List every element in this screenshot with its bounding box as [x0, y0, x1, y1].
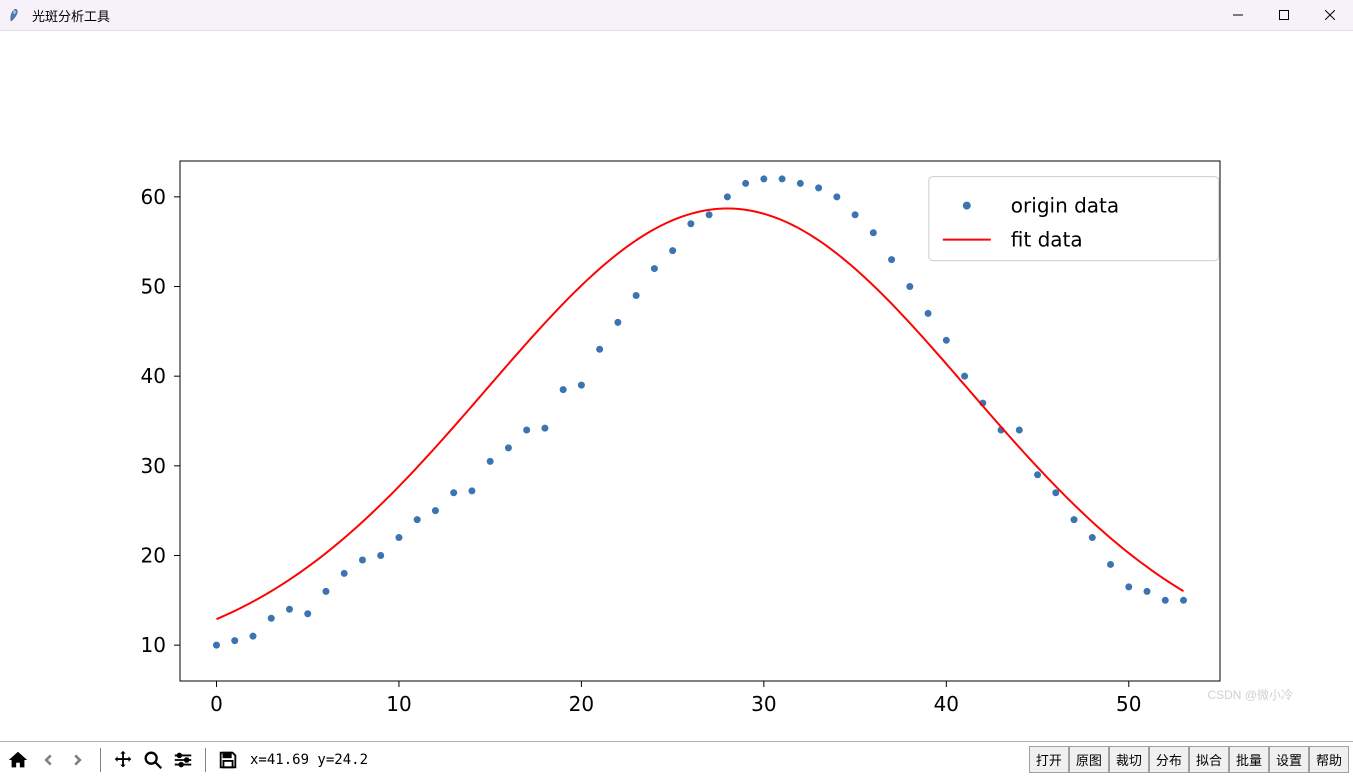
nav-toolbar: x=41.69 y=24.2	[4, 746, 368, 774]
svg-text:40: 40	[141, 364, 166, 388]
svg-text:0: 0	[210, 692, 223, 716]
svg-text:10: 10	[141, 633, 166, 657]
action-button-帮助[interactable]: 帮助	[1309, 746, 1349, 773]
action-button-批量[interactable]: 批量	[1229, 746, 1269, 773]
coordinate-display: x=41.69 y=24.2	[250, 752, 368, 768]
action-button-拟合[interactable]: 拟合	[1189, 746, 1229, 773]
svg-text:origin data: origin data	[1011, 194, 1119, 218]
maximize-button[interactable]	[1261, 0, 1307, 30]
action-toolbar: 打开原图裁切分布拟合批量设置帮助	[1029, 746, 1349, 773]
svg-text:40: 40	[934, 692, 959, 716]
separator	[205, 748, 206, 772]
window-controls	[1215, 0, 1353, 30]
bottom-toolbar: x=41.69 y=24.2 打开原图裁切分布拟合批量设置帮助	[0, 741, 1353, 777]
titlebar: 光斑分析工具	[0, 0, 1353, 31]
svg-text:30: 30	[751, 692, 776, 716]
window-title: 光斑分析工具	[32, 6, 110, 25]
svg-text:20: 20	[141, 543, 166, 567]
action-button-打开[interactable]: 打开	[1029, 746, 1069, 773]
app-icon	[8, 7, 24, 23]
action-button-设置[interactable]: 设置	[1269, 746, 1309, 773]
forward-icon[interactable]	[64, 746, 92, 774]
minimize-button[interactable]	[1215, 0, 1261, 30]
chart-area[interactable]: 0 10 20 30 40 50 10 20 30 40 50 60 origin data fit da…	[0, 31, 1353, 741]
zoom-icon[interactable]	[139, 746, 167, 774]
svg-text:fit data: fit data	[1011, 228, 1083, 252]
svg-text:50: 50	[1116, 692, 1141, 716]
action-button-裁切[interactable]: 裁切	[1109, 746, 1149, 773]
action-button-原图[interactable]: 原图	[1069, 746, 1109, 773]
configure-icon[interactable]	[169, 746, 197, 774]
svg-text:20: 20	[569, 692, 594, 716]
svg-text:50: 50	[141, 275, 166, 299]
back-icon[interactable]	[34, 746, 62, 774]
svg-text:30: 30	[141, 454, 166, 478]
separator	[100, 748, 101, 772]
svg-text:60: 60	[141, 185, 166, 209]
action-button-分布[interactable]: 分布	[1149, 746, 1189, 773]
home-icon[interactable]	[4, 746, 32, 774]
save-icon[interactable]	[214, 746, 242, 774]
close-button[interactable]	[1307, 0, 1353, 30]
pan-icon[interactable]	[109, 746, 137, 774]
svg-text:10: 10	[386, 692, 411, 716]
chart-svg: 0 10 20 30 40 50 10 20 30 40 50 60 origin data fit da…	[0, 31, 1353, 741]
